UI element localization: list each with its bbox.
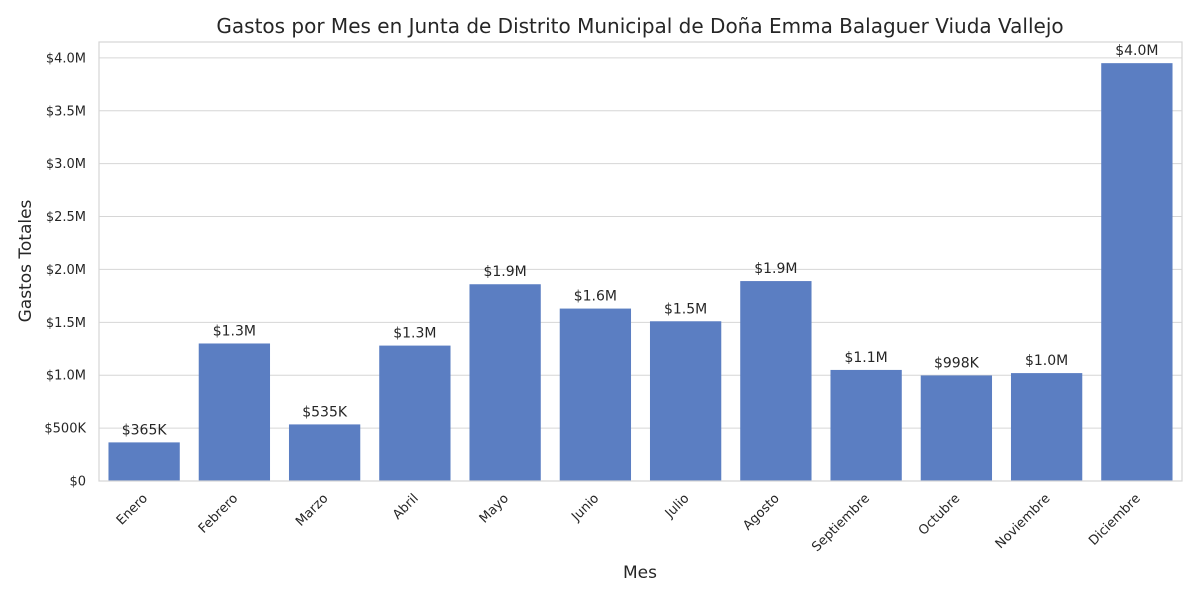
bar-marzo [288, 424, 361, 481]
y-tick-label: $1.5M [46, 316, 86, 331]
data-label: $1.5M [664, 301, 707, 317]
bar-septiembre [830, 369, 902, 481]
y-tick-label: $0 [69, 475, 86, 490]
data-label: $535K [302, 404, 348, 420]
x-tick-label: Septiembre [809, 491, 873, 555]
x-tick-label: Junio [568, 491, 602, 525]
x-tick-label: Febrero [196, 491, 241, 536]
y-axis-title: Gastos Totales [16, 199, 36, 322]
data-label: $1.6M [574, 289, 617, 305]
bar-octubre [920, 375, 993, 481]
x-tick-label: Abril [390, 491, 422, 523]
bar-julio [649, 321, 722, 481]
bar-junio [559, 308, 632, 481]
data-label: $1.1M [844, 350, 887, 366]
bar-febrero [198, 343, 271, 481]
x-tick-label: Agosto [740, 491, 782, 533]
bar-abril [379, 345, 451, 481]
y-tick-label: $500K [44, 422, 86, 437]
y-tick-label: $1.0M [46, 369, 86, 384]
x-tick-label: Julio [662, 491, 693, 522]
data-label: $998K [934, 355, 980, 371]
plot-frame [98, 41, 1183, 482]
data-label: $365K [122, 422, 168, 438]
x-tick-label: Octubre [916, 491, 963, 538]
grid-lines [99, 57, 1182, 482]
data-label: $1.0M [1025, 353, 1068, 369]
x-tick-label: Marzo [293, 491, 331, 529]
data-label: $1.9M [483, 264, 526, 280]
bar-diciembre [1101, 63, 1173, 482]
bar-enero [108, 442, 180, 481]
bar-noviembre [1010, 373, 1083, 481]
x-axis-title: Mes [623, 563, 657, 583]
y-tick-label: $4.0M [46, 51, 86, 66]
x-tick-label: Noviembre [993, 491, 1054, 552]
bars [108, 63, 1173, 482]
y-tick-label: $2.0M [46, 263, 86, 278]
y-tick-label: $3.0M [46, 157, 86, 172]
x-tick-label: Enero [114, 491, 151, 528]
bar-agosto [740, 281, 812, 481]
bar-mayo [469, 284, 541, 481]
data-label: $4.0M [1115, 43, 1158, 59]
y-axis-ticks: $0 $500K $1.0M $1.5M $2.0M $2.5M $3.0M $3.5M $4.… [44, 51, 86, 489]
data-label: $1.9M [754, 261, 797, 277]
data-labels: $365K $1.3M $535K $1.3M $1.9M $1.6M $1.5M $1.9M… [122, 43, 1159, 438]
x-tick-label: Mayo [477, 491, 512, 526]
data-label: $1.3M [213, 323, 256, 339]
chart-title: Gastos por Mes en Junta de Distrito Muni… [216, 14, 1063, 38]
data-label: $1.3M [393, 326, 436, 342]
y-tick-label: $2.5M [46, 210, 86, 225]
x-axis-ticks: Enero Febrero Marzo Abril Mayo Junio Julio Agos… [114, 491, 1144, 555]
y-tick-label: $3.5M [46, 104, 86, 119]
x-tick-label: Diciembre [1086, 491, 1144, 549]
